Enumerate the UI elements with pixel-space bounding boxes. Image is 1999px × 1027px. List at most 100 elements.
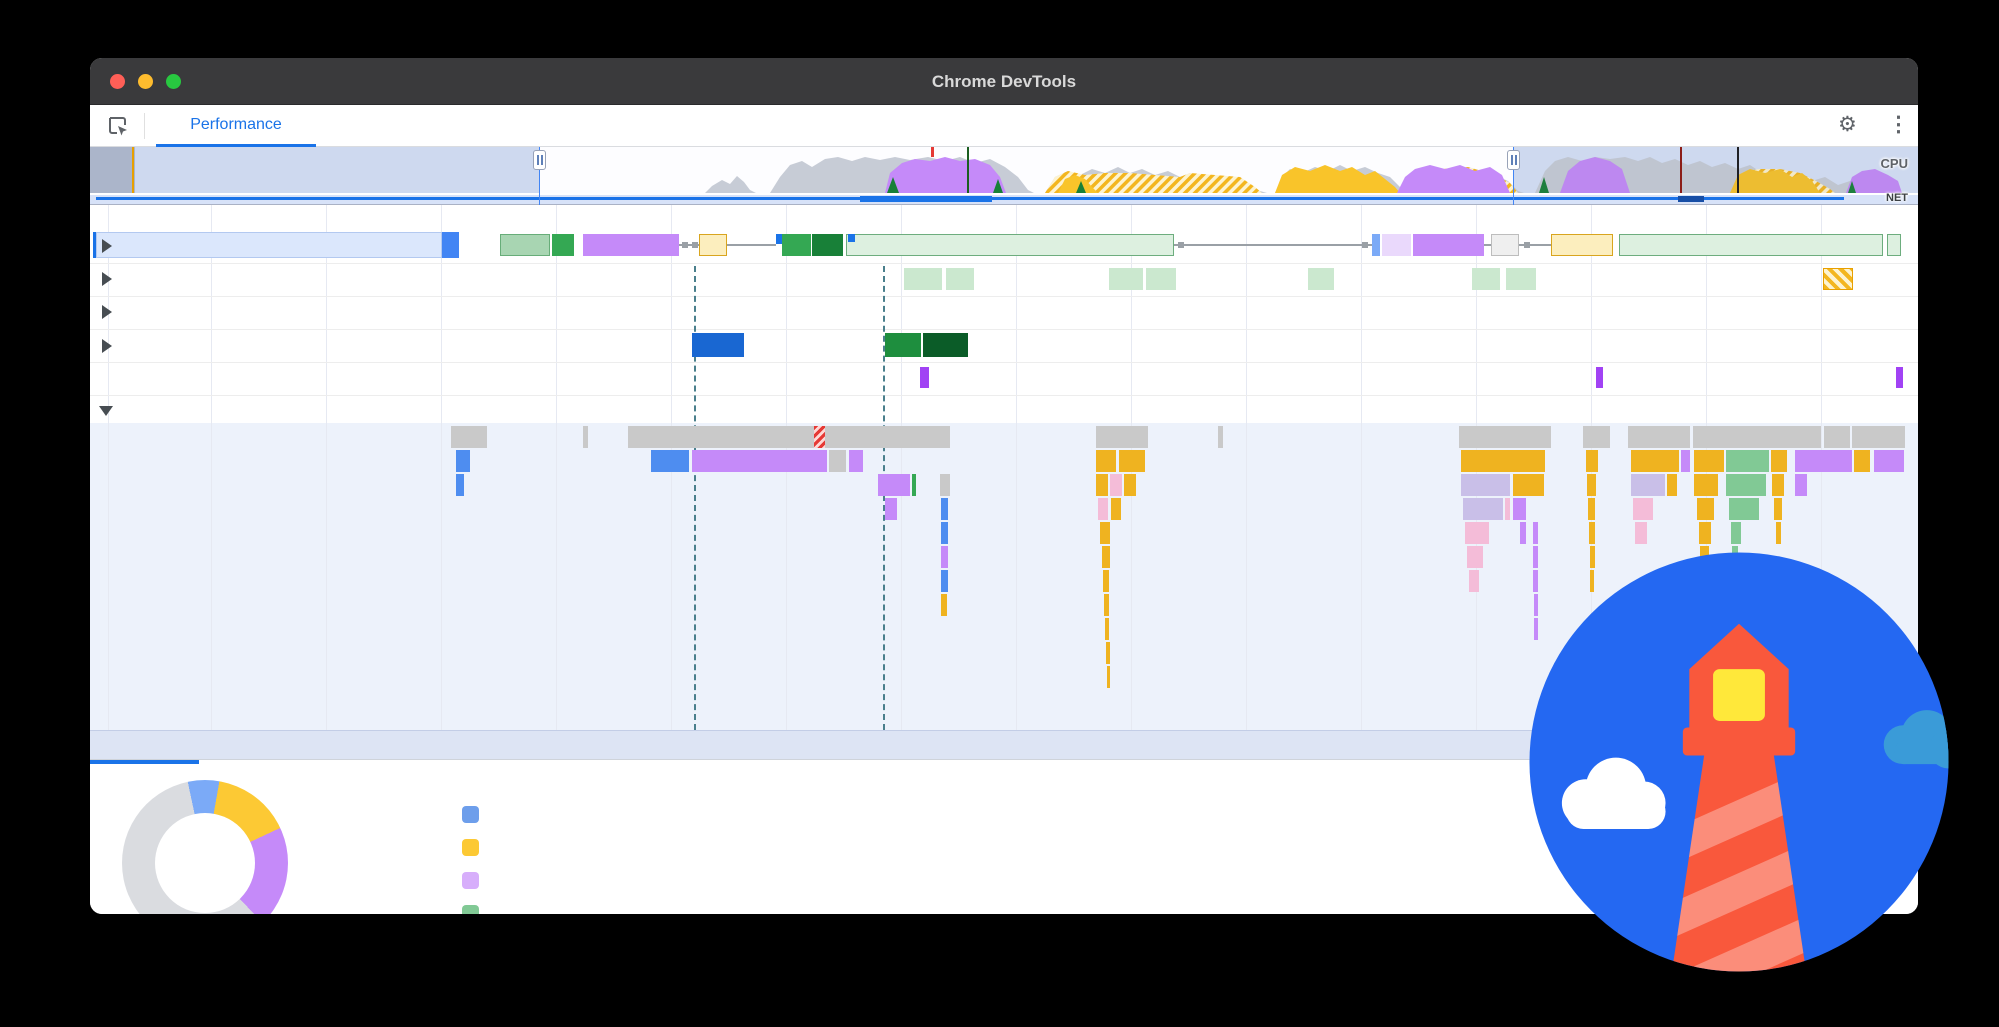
flame-event[interactable] [1771,450,1787,472]
track-event[interactable] [776,234,783,244]
flame-event[interactable] [451,426,487,448]
flame-event[interactable] [1587,474,1596,496]
flame-event[interactable] [1776,522,1781,544]
flame-event[interactable] [628,426,950,448]
track-event[interactable] [1551,234,1613,256]
flame-event[interactable] [940,474,950,496]
collapse-track-arrow[interactable] [99,406,113,416]
flame-event[interactable] [912,474,916,496]
close-button[interactable] [110,74,125,89]
flame-event[interactable] [1467,546,1483,568]
flame-event[interactable] [1628,426,1690,448]
track-event[interactable] [1146,268,1176,290]
flame-event[interactable] [1852,426,1905,448]
flame-event[interactable] [1631,450,1679,472]
flame-event[interactable] [1726,474,1766,496]
flame-event[interactable] [1631,474,1665,496]
flame-event[interactable] [1100,522,1110,544]
flame-event[interactable] [1726,450,1769,472]
flame-event[interactable] [1098,498,1108,520]
flame-event[interactable] [1590,570,1594,592]
flame-event[interactable] [1699,522,1711,544]
flame-event[interactable] [1874,450,1904,472]
flame-event[interactable] [692,450,827,472]
window-boundary-left[interactable] [539,147,540,205]
flame-event[interactable] [1534,594,1538,616]
flame-event[interactable] [1513,474,1544,496]
expand-track-arrow[interactable] [102,272,112,286]
flame-event[interactable] [1586,450,1598,472]
flame-event[interactable] [583,426,588,448]
flame-event[interactable] [1520,522,1526,544]
flame-event[interactable] [1774,498,1782,520]
flame-event[interactable] [1461,474,1510,496]
flame-event[interactable] [1463,498,1503,520]
flame-event[interactable] [1583,426,1610,448]
track-event[interactable] [782,234,811,256]
track-event[interactable] [500,234,550,256]
track-event[interactable] [1887,234,1901,256]
flame-event[interactable] [1590,546,1595,568]
flame-event[interactable] [1795,450,1852,472]
flame-event[interactable] [1533,522,1538,544]
inspect-element-icon[interactable] [106,114,130,138]
track-event[interactable] [1109,268,1143,290]
track-event[interactable] [96,232,442,258]
flame-event[interactable] [941,570,948,592]
flame-event[interactable] [456,450,470,472]
track-event[interactable] [1506,268,1536,290]
flame-event[interactable] [1459,426,1551,448]
zoom-button[interactable] [166,74,181,89]
track-event[interactable] [920,367,929,388]
flame-event[interactable] [1469,570,1479,592]
flame-event[interactable] [1513,498,1526,520]
track-event[interactable] [1896,367,1903,388]
track-event[interactable] [846,234,1174,256]
flame-event[interactable] [878,474,910,496]
flame-event[interactable] [1731,522,1741,544]
expand-track-arrow[interactable] [102,305,112,319]
flame-event[interactable] [1119,450,1145,472]
flame-event[interactable] [1218,426,1223,448]
flame-event[interactable] [1534,618,1538,640]
flame-event[interactable] [1694,450,1724,472]
flame-event[interactable] [1694,474,1718,496]
window-handle-right[interactable] [1507,150,1520,170]
flame-event[interactable] [1107,666,1110,688]
track-event[interactable] [1372,234,1380,256]
flame-event[interactable] [941,546,948,568]
flame-event[interactable] [1533,546,1538,568]
track-event[interactable] [812,234,843,256]
track-event[interactable] [692,333,744,357]
flame-event[interactable] [1465,522,1489,544]
expand-track-arrow[interactable] [102,339,112,353]
flame-event[interactable] [1681,450,1690,472]
flame-event[interactable] [1096,426,1148,448]
track-event[interactable] [1382,234,1411,256]
flame-event[interactable] [1588,498,1595,520]
flame-event[interactable] [1589,522,1595,544]
flame-event[interactable] [1729,498,1759,520]
flame-event[interactable] [651,450,689,472]
flame-event[interactable] [1106,642,1110,664]
track-event[interactable] [848,234,855,242]
track-event[interactable] [699,234,727,256]
flame-event[interactable] [1795,474,1807,496]
flame-event[interactable] [829,450,846,472]
flame-event[interactable] [1505,498,1510,520]
flame-event[interactable] [849,450,863,472]
window-boundary-right[interactable] [1513,147,1514,205]
window-handle-left[interactable] [533,150,546,170]
flame-event[interactable] [1697,498,1714,520]
track-event[interactable] [442,232,459,258]
flame-event[interactable] [941,522,948,544]
timeline-overview-minimap[interactable]: CPU NET [90,147,1918,205]
flame-event[interactable] [1772,474,1784,496]
track-event[interactable] [1596,367,1603,388]
more-options-icon[interactable]: ⋮ [1888,113,1909,136]
track-event[interactable] [1472,268,1500,290]
flame-event[interactable] [1103,570,1109,592]
flame-event[interactable] [941,594,947,616]
flame-event[interactable] [1635,522,1647,544]
track-event[interactable] [1619,234,1883,256]
